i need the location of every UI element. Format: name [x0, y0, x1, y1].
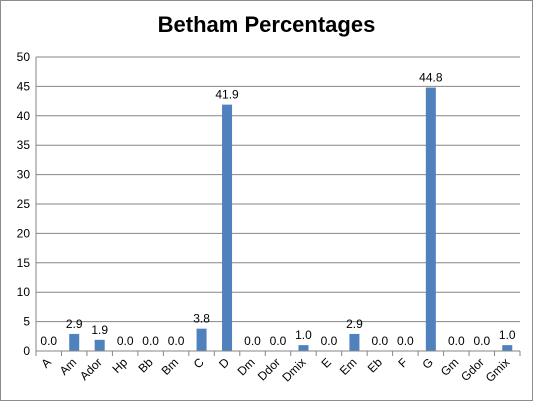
data-label: 0.0: [270, 334, 287, 348]
y-tick-label: 50: [17, 50, 31, 64]
y-tick-label: 15: [17, 256, 31, 270]
bar-Gmix: [502, 345, 513, 351]
y-tick-label: 10: [17, 285, 31, 299]
data-label: 0.0: [397, 334, 414, 348]
x-tick-label: E: [319, 355, 335, 371]
data-label: 1.9: [91, 323, 108, 337]
x-tick-label: Hp: [110, 355, 131, 376]
x-tick-label: Ador: [77, 355, 105, 383]
x-tick-label: A: [38, 355, 54, 371]
data-label: 44.8: [419, 71, 443, 85]
x-tick-label: D: [216, 355, 232, 371]
x-tick-label: Em: [337, 355, 360, 378]
data-label: 2.9: [66, 317, 83, 331]
data-label: 0.0: [168, 334, 185, 348]
gridlines: [36, 56, 520, 323]
x-tick-label: Gdor: [458, 355, 487, 384]
data-label: 0.0: [117, 334, 134, 348]
bar-D: [222, 104, 233, 352]
data-label: 1.0: [295, 328, 312, 342]
y-tick-label: 35: [17, 138, 31, 152]
x-tick-label: Gm: [438, 355, 462, 379]
data-label: 1.0: [499, 328, 516, 342]
y-axis-ticks: 0 5 10 15 20 25 30 35 40 45 50: [17, 50, 31, 358]
y-tick-label: 25: [17, 197, 31, 211]
x-tick-label: G: [419, 355, 436, 372]
data-label: 2.9: [346, 317, 363, 331]
y-tick-label: 45: [17, 79, 31, 93]
data-label: 0.0: [40, 334, 57, 348]
data-label: 41.9: [215, 88, 239, 102]
bar-C: [196, 328, 207, 351]
x-tick-label: F: [395, 355, 410, 370]
y-tick-label: 30: [17, 168, 31, 182]
bar-Am: [69, 333, 80, 351]
x-tick-label: Ddor: [255, 355, 283, 383]
x-tick-label: Eb: [365, 355, 386, 376]
x-tick-label: Dmix: [279, 355, 308, 384]
x-tick-label: C: [191, 355, 207, 371]
bar-G: [425, 87, 436, 352]
y-tick-label: 40: [17, 109, 31, 123]
x-tick-label: Bb: [135, 355, 156, 376]
data-label: 0.0: [473, 334, 490, 348]
y-tick-label: 20: [17, 226, 31, 240]
y-tick-label: 5: [23, 315, 30, 329]
data-labels: 0.0 2.9 1.9 0.0 0.0 0.0 3.8 41.9 0.0 0.0 1.0 0.0 2.9…: [40, 71, 516, 348]
x-tick-label: Gmix: [483, 355, 513, 385]
bars: [69, 87, 513, 352]
data-label: 0.0: [142, 334, 159, 348]
data-label: 0.0: [372, 334, 389, 348]
bar-Dmix: [298, 345, 309, 351]
x-tick-label: Am: [57, 355, 80, 378]
data-label: 3.8: [193, 312, 210, 326]
chart-title: Betham Percentages: [157, 12, 376, 37]
x-tick-label: Dm: [235, 355, 258, 378]
bar-Ador: [94, 339, 105, 351]
data-label: 0.0: [321, 334, 338, 348]
bar-Em: [349, 333, 360, 351]
data-label: 0.0: [448, 334, 465, 348]
x-tick-label: Bm: [159, 355, 182, 378]
data-label: 0.0: [244, 334, 261, 348]
y-tick-label: 0: [23, 344, 30, 358]
